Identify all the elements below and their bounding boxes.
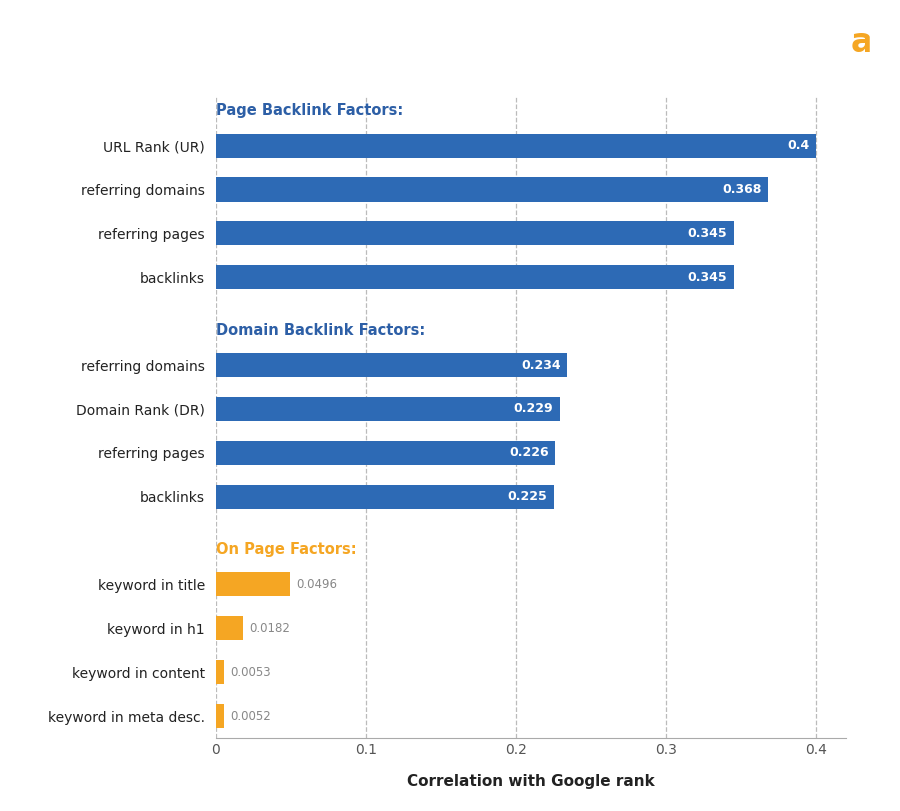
- Text: 0.0182: 0.0182: [249, 622, 290, 635]
- Text: 0.229: 0.229: [514, 402, 554, 415]
- Bar: [216, 440, 555, 465]
- Bar: [216, 134, 816, 157]
- Text: 0.368: 0.368: [723, 183, 762, 196]
- Bar: [216, 616, 243, 641]
- Bar: [216, 397, 560, 421]
- Text: Backlink Factors vs On Page Factors: Backlink Factors vs On Page Factors: [22, 32, 447, 53]
- Bar: [216, 485, 554, 508]
- Text: 0.0053: 0.0053: [230, 666, 271, 679]
- Text: Domain Backlink Factors:: Domain Backlink Factors:: [216, 323, 425, 338]
- Text: a: a: [850, 26, 873, 59]
- Text: Page Backlink Factors:: Page Backlink Factors:: [216, 103, 403, 118]
- Text: 0.234: 0.234: [521, 358, 561, 371]
- Bar: [216, 353, 567, 377]
- Text: 0.225: 0.225: [508, 490, 547, 503]
- Text: 0.226: 0.226: [509, 446, 549, 459]
- Text: 0.0496: 0.0496: [296, 578, 338, 591]
- Text: 0.345: 0.345: [688, 271, 727, 284]
- Bar: [216, 265, 734, 290]
- Text: 0.4: 0.4: [788, 139, 810, 152]
- Bar: [216, 704, 224, 728]
- Bar: [216, 573, 291, 596]
- Bar: [216, 221, 734, 246]
- Bar: [216, 660, 224, 684]
- Text: hrefs: hrefs: [867, 26, 900, 59]
- Text: On Page Factors:: On Page Factors:: [216, 543, 356, 557]
- Bar: [216, 178, 768, 202]
- X-axis label: Correlation with Google rank: Correlation with Google rank: [407, 774, 655, 788]
- Text: 0.345: 0.345: [688, 227, 727, 240]
- Text: 0.0052: 0.0052: [230, 710, 271, 723]
